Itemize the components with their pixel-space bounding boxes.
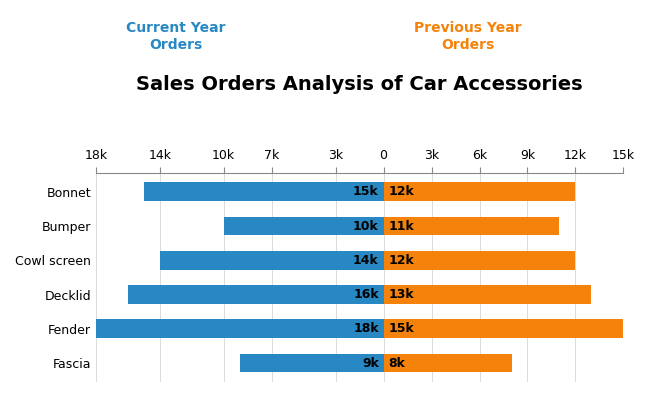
Title: Sales Orders Analysis of Car Accessories: Sales Orders Analysis of Car Accessories — [136, 75, 583, 94]
Text: 15k: 15k — [353, 185, 379, 198]
Text: 8k: 8k — [388, 357, 405, 370]
Bar — [127, 285, 384, 304]
Text: 14k: 14k — [353, 254, 379, 267]
Text: Previous Year
Orders: Previous Year Orders — [414, 21, 522, 52]
Text: 11k: 11k — [388, 220, 414, 233]
Bar — [384, 251, 575, 270]
Text: 10k: 10k — [353, 220, 379, 233]
Text: 18k: 18k — [353, 322, 379, 335]
Bar — [240, 354, 384, 372]
Text: 12k: 12k — [388, 254, 414, 267]
Bar — [384, 182, 575, 201]
Text: 13k: 13k — [388, 288, 414, 301]
Bar — [224, 217, 384, 235]
Text: 16k: 16k — [353, 288, 379, 301]
Text: Current Year
Orders: Current Year Orders — [125, 21, 226, 52]
Bar — [384, 217, 560, 235]
Bar — [384, 320, 623, 338]
Text: 12k: 12k — [388, 185, 414, 198]
Text: 15k: 15k — [388, 322, 414, 335]
Bar — [160, 251, 384, 270]
Bar — [384, 285, 592, 304]
Bar — [384, 354, 512, 372]
Text: 9k: 9k — [362, 357, 379, 370]
Bar — [96, 320, 384, 338]
Bar — [144, 182, 384, 201]
